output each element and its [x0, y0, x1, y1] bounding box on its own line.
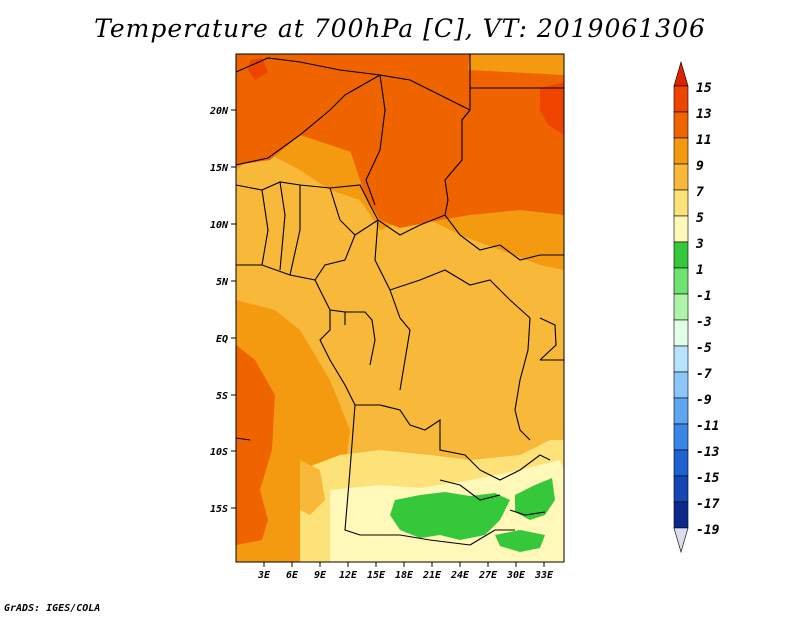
colorbar-segment	[673, 241, 689, 269]
grads-credit: GrADS: IGES/COLA	[4, 603, 101, 614]
lat-labels: 20N 15N 10N 5N EQ 5S 10S 15S	[209, 106, 229, 515]
colorbar-label: -17	[696, 497, 720, 512]
colorbar-label: 3	[695, 237, 704, 252]
colorbar-segment	[673, 163, 689, 191]
colorbar-label: -7	[696, 367, 712, 382]
lat-label: 10S	[210, 447, 228, 458]
lat-label: 20N	[209, 106, 229, 117]
lat-label: 5S	[216, 391, 228, 402]
colorbar-label: 11	[696, 133, 712, 148]
lon-label: 3E	[257, 570, 271, 581]
lon-label: 6E	[286, 570, 299, 581]
lon-labels: 3E 6E 9E 12E 15E 18E 21E 24E 27E 30E 33E	[257, 570, 554, 581]
colorbar-label: -13	[696, 445, 720, 460]
colorbar-segment	[673, 267, 689, 295]
colorbar-bottom-arrow	[673, 527, 689, 554]
colorbar-label: 1	[696, 263, 704, 278]
colorbar-label: 13	[696, 107, 712, 122]
country-borders	[236, 54, 564, 546]
colorbar-segment	[673, 137, 689, 165]
lon-label: 33E	[534, 570, 554, 581]
colorbar-label: 15	[696, 81, 712, 96]
lat-label: 15N	[210, 163, 229, 174]
colorbar-segment	[673, 189, 689, 217]
lat-ticks	[231, 109, 236, 509]
colorbar-top-arrow	[673, 60, 689, 87]
colorbar-label: 7	[696, 185, 704, 200]
colorbar-label: -9	[696, 393, 712, 408]
lon-label: 27E	[478, 570, 498, 581]
colorbar-label: -11	[696, 419, 719, 434]
lon-label: 12E	[339, 570, 358, 581]
colorbar-label: -3	[696, 315, 712, 330]
lat-label: EQ	[216, 334, 228, 345]
lon-label: 30E	[506, 570, 526, 581]
lon-label: 18E	[395, 570, 414, 581]
colorbar-segment	[673, 111, 689, 139]
colorbar-label: -15	[696, 471, 720, 486]
lon-label: 9E	[314, 570, 327, 581]
colorbar-segment	[673, 319, 689, 347]
colorbar-segment	[673, 475, 689, 503]
colorbar-segment	[673, 85, 689, 113]
colorbar-segment	[673, 371, 689, 399]
temperature-field	[236, 54, 564, 562]
colorbar-segment	[673, 397, 689, 425]
lat-label: 5N	[216, 277, 229, 288]
lon-label: 21E	[422, 570, 442, 581]
colorbar-segment	[673, 449, 689, 477]
colorbar-label: -5	[696, 341, 712, 356]
lon-label: 15E	[367, 570, 386, 581]
colorbar-label: -1	[696, 289, 712, 304]
colorbar-label: -19	[696, 523, 720, 538]
colorbar-label: 5	[696, 211, 704, 226]
lon-label: 24E	[450, 570, 470, 581]
colorbar-segment	[673, 293, 689, 321]
colorbar-segment	[673, 345, 689, 373]
lat-label: 15S	[210, 504, 228, 515]
lat-label: 10N	[210, 220, 229, 231]
colorbar-label: 9	[696, 159, 704, 174]
colorbar-segment	[673, 215, 689, 243]
colorbar-segment	[673, 423, 689, 451]
map-title: Temperature at 700hPa [C], VT: 201906130…	[94, 14, 706, 43]
colorbar: 15 13 11 9 7 5 3 1 -1 -3 -5 -7 -9 -11 -13 -15 -17 -19	[673, 60, 720, 554]
lon-ticks	[263, 562, 545, 567]
colorbar-segment	[673, 501, 689, 529]
map-frame	[235, 53, 565, 563]
